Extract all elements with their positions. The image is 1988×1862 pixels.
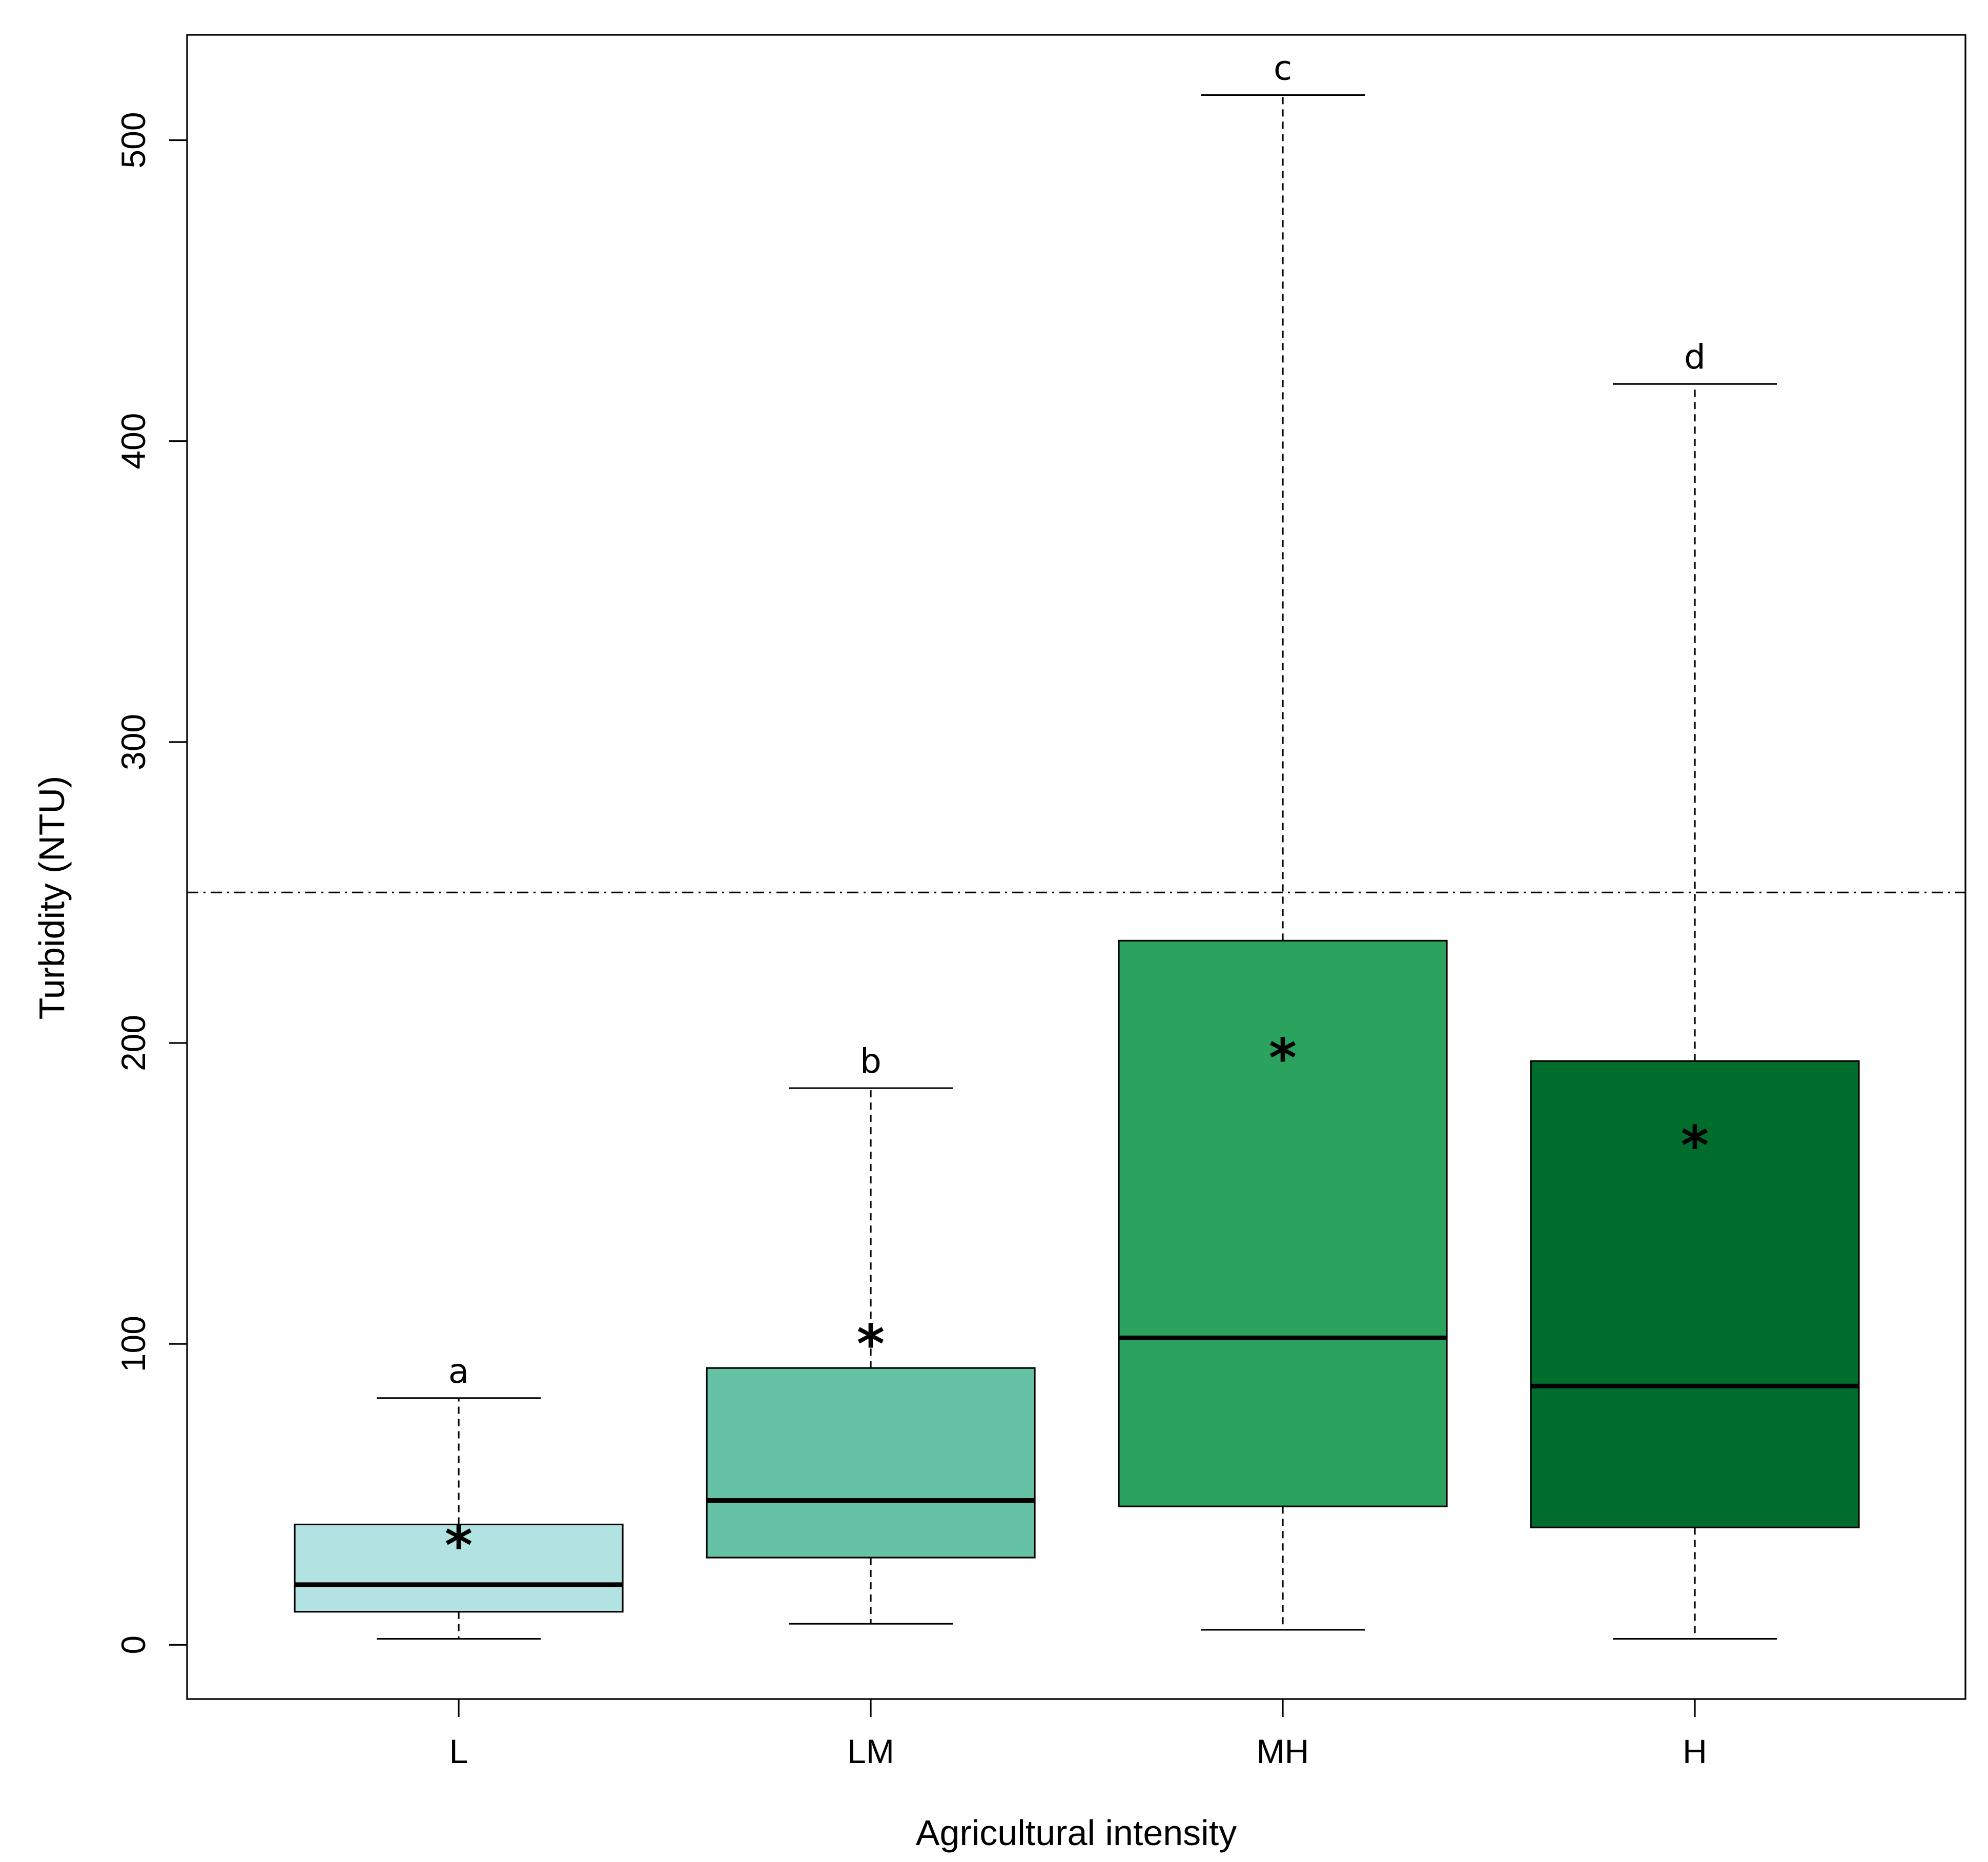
group-labels-group: a b c d [448,48,1706,1390]
x-axis: L LM MH H [449,1699,1707,1770]
medians-group [295,1335,1859,1587]
boxes-group [294,939,1860,1613]
means-group: * * * * [445,1027,1709,1577]
box-l-mean-marker: * [445,1515,473,1577]
x-tick-label-h: H [1683,1732,1707,1770]
x-axis-title: Agricultural intensity [916,1813,1237,1853]
x-tick-label-lm: LM [847,1732,894,1770]
box-h-group-label: d [1684,337,1706,377]
box-lm-iqr-rect [706,1367,1036,1559]
y-tick-label: 500 [114,112,152,168]
plot-frame-group [186,34,1966,1700]
box-mh-iqr-rect [1118,939,1448,1507]
box-mh-group-label: c [1274,48,1292,88]
x-tick-label-mh: MH [1257,1732,1309,1770]
y-axis: 0 100 200 300 400 500 [114,112,187,1654]
x-tick-label-l: L [449,1732,468,1770]
y-tick-label: 100 [114,1316,152,1372]
box-l-iqr-rect [294,1523,624,1613]
y-tick-label: 200 [114,1015,152,1071]
whiskers-group [377,94,1777,1640]
y-tick-label: 0 [114,1635,152,1654]
box-mh-mean-marker: * [1269,1027,1297,1089]
box-l-group-label: a [448,1352,469,1391]
box-lm-group-label: b [860,1041,882,1081]
box-h-iqr-rect [1530,1060,1860,1528]
plot-frame [186,34,1966,1700]
box-lm-mean-marker: * [857,1313,885,1375]
y-axis-title: Turbidity (NTU) [32,776,72,1020]
box-h-mean-marker: * [1681,1114,1709,1177]
y-tick-label: 400 [114,413,152,469]
y-tick-label: 300 [114,714,152,770]
